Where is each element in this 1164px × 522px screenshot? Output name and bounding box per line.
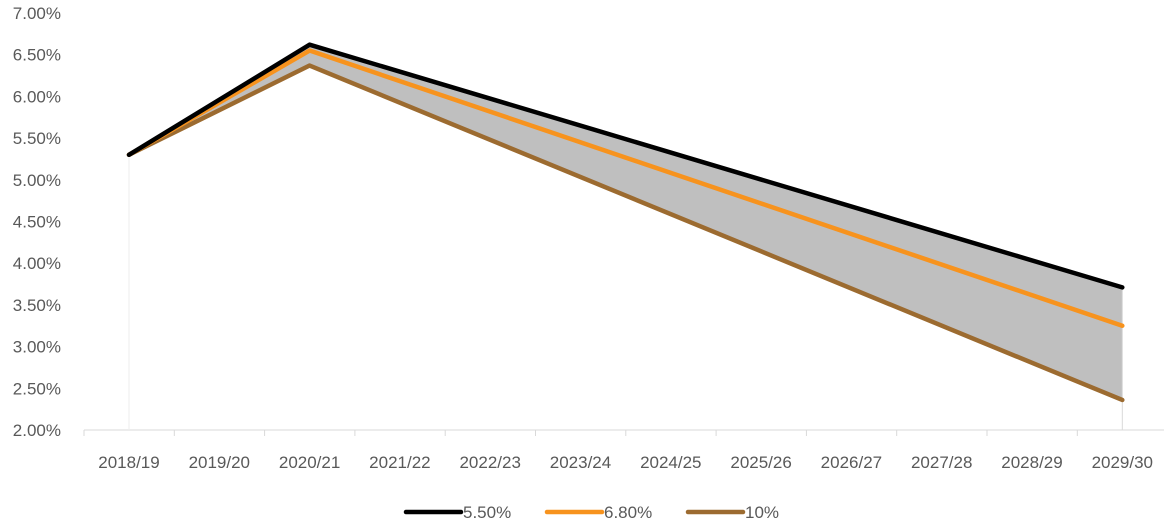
range-band-layer: [129, 44, 1123, 400]
x-tick-label: 2026/27: [821, 453, 882, 472]
x-tick-label: 2018/19: [98, 453, 159, 472]
legend-label: 10%: [745, 503, 779, 522]
y-tick-label: 7.00%: [13, 4, 61, 23]
x-tick-label: 2020/21: [279, 453, 340, 472]
y-tick-label: 2.50%: [13, 379, 61, 398]
y-tick-label: 2.00%: [13, 421, 61, 440]
y-tick-label: 6.00%: [13, 87, 61, 106]
y-tick-label: 4.00%: [13, 254, 61, 273]
y-tick-label: 5.50%: [13, 129, 61, 148]
series-layer: [126, 42, 1125, 403]
x-tick-label: 2029/30: [1092, 453, 1153, 472]
x-tick-label: 2028/29: [1001, 453, 1062, 472]
legend-label: 5.50%: [463, 503, 511, 522]
legend: 5.50% 6.80% 10%: [403, 503, 779, 522]
y-axis-tick-labels: 7.00% 6.50% 6.00% 5.50% 5.00% 4.50% 4.00% 3.50%…: [13, 4, 61, 440]
x-tick-label: 2024/25: [640, 453, 701, 472]
x-tick-label: 2027/28: [911, 453, 972, 472]
x-tick-label: 2023/24: [550, 453, 611, 472]
y-tick-label: 3.00%: [13, 338, 61, 357]
x-tick-label: 2021/22: [369, 453, 430, 472]
x-axis-tick-labels: 2018/19 2019/20 2020/21 2021/22 2022/23 2023/…: [98, 453, 1153, 472]
axis-layer: [83, 154, 1164, 436]
y-tick-label: 3.50%: [13, 296, 61, 315]
x-tick-label: 2022/23: [459, 453, 520, 472]
y-tick-label: 4.50%: [13, 213, 61, 232]
x-tick-label: 2019/20: [189, 453, 250, 472]
y-tick-label: 5.00%: [13, 171, 61, 190]
x-tick-label: 2025/26: [730, 453, 791, 472]
y-tick-label: 6.50%: [13, 46, 61, 65]
range-band-area: [129, 44, 1123, 400]
series-line-10: [126, 63, 1125, 403]
legend-label: 6.80%: [604, 503, 652, 522]
